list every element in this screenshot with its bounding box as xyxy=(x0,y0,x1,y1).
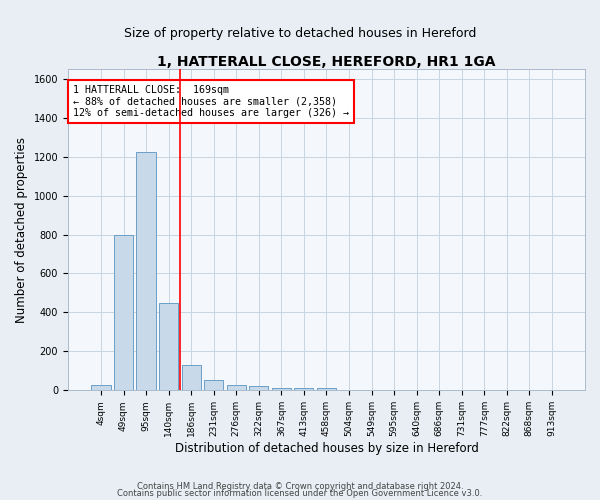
Bar xyxy=(136,152,155,390)
Y-axis label: Number of detached properties: Number of detached properties xyxy=(15,136,28,322)
X-axis label: Distribution of detached houses by size in Hereford: Distribution of detached houses by size … xyxy=(175,442,478,455)
Bar xyxy=(204,380,223,390)
Bar xyxy=(159,302,178,390)
Text: Size of property relative to detached houses in Hereford: Size of property relative to detached ho… xyxy=(124,28,476,40)
Bar xyxy=(227,386,246,390)
Text: 1 HATTERALL CLOSE:  169sqm
← 88% of detached houses are smaller (2,358)
12% of s: 1 HATTERALL CLOSE: 169sqm ← 88% of detac… xyxy=(73,85,349,118)
Bar xyxy=(249,386,268,390)
Text: Contains public sector information licensed under the Open Government Licence v3: Contains public sector information licen… xyxy=(118,490,482,498)
Bar xyxy=(182,365,201,390)
Bar xyxy=(317,388,336,390)
Bar xyxy=(295,388,313,390)
Bar xyxy=(91,386,110,390)
Bar xyxy=(272,388,291,390)
Text: Contains HM Land Registry data © Crown copyright and database right 2024.: Contains HM Land Registry data © Crown c… xyxy=(137,482,463,491)
Bar xyxy=(114,234,133,390)
Title: 1, HATTERALL CLOSE, HEREFORD, HR1 1GA: 1, HATTERALL CLOSE, HEREFORD, HR1 1GA xyxy=(157,55,496,69)
